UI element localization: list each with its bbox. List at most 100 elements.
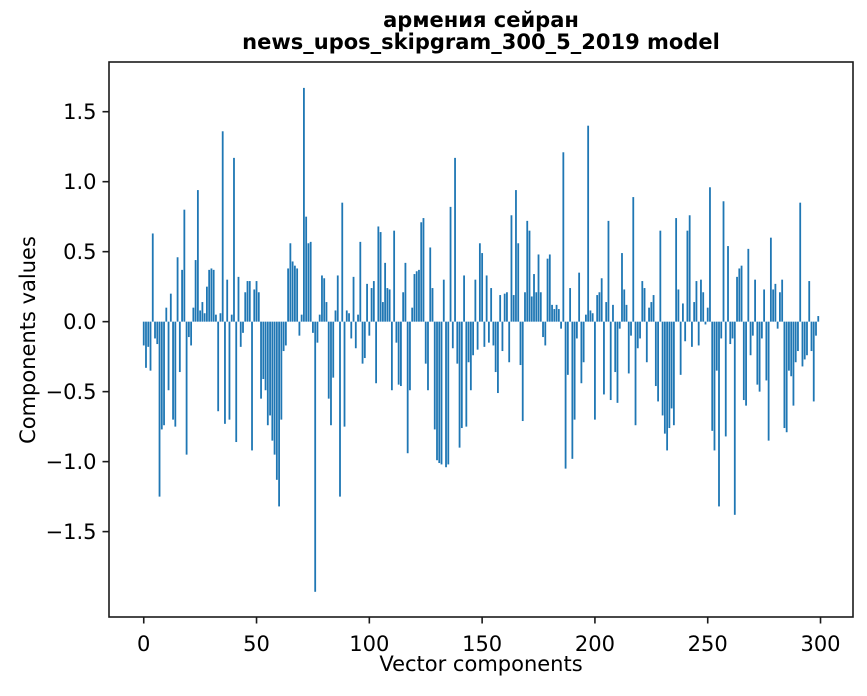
bar <box>244 292 247 322</box>
y-tick-label: −1.0 <box>46 450 97 474</box>
bar <box>557 309 560 322</box>
bar <box>181 269 183 322</box>
bar <box>715 321 718 371</box>
bar <box>487 321 490 343</box>
bar <box>711 321 714 431</box>
bar <box>194 260 197 322</box>
bar <box>411 307 414 322</box>
bar <box>343 321 346 427</box>
bar <box>257 292 260 322</box>
bar <box>575 321 578 339</box>
bar <box>228 321 231 420</box>
bar <box>318 314 321 322</box>
bar <box>366 283 368 322</box>
bar <box>402 292 405 322</box>
bar <box>546 258 549 322</box>
chart-title: армения сейран <box>383 8 579 32</box>
bar <box>594 321 596 420</box>
x-tick-label: 150 <box>462 632 502 656</box>
bar <box>659 230 662 322</box>
chart-title-block: армения сейран news_upos_skipgram_300_5_… <box>109 9 853 53</box>
bar <box>512 295 515 322</box>
bar <box>539 292 542 322</box>
bar <box>474 279 477 322</box>
bar <box>776 321 779 329</box>
bar <box>397 321 400 385</box>
bar <box>158 321 161 497</box>
bar <box>788 321 790 371</box>
bar <box>167 321 170 391</box>
bar <box>801 321 804 367</box>
bar <box>463 275 465 322</box>
bar <box>458 321 461 448</box>
bar <box>375 321 377 384</box>
bar <box>449 206 452 322</box>
bar <box>530 296 533 322</box>
bar <box>451 321 454 349</box>
bar <box>465 321 468 427</box>
bar <box>282 321 285 352</box>
x-tick-label: 50 <box>243 632 270 656</box>
bar <box>454 157 456 322</box>
bar <box>508 321 511 363</box>
bar <box>230 314 233 322</box>
bar <box>323 278 326 322</box>
bar <box>564 321 567 469</box>
bar <box>248 281 251 322</box>
bar <box>675 218 678 322</box>
bar <box>327 321 330 399</box>
bar <box>312 321 314 333</box>
bar <box>767 321 770 441</box>
bar <box>165 307 168 322</box>
bar <box>490 288 493 322</box>
bar <box>467 321 470 363</box>
bar <box>433 321 436 430</box>
bar <box>713 321 716 451</box>
bar <box>733 321 736 515</box>
bar <box>325 302 328 322</box>
bar <box>792 321 795 406</box>
bar <box>413 274 416 322</box>
bar <box>555 304 558 322</box>
bar <box>797 321 799 352</box>
bar <box>706 307 709 322</box>
bar <box>591 313 594 322</box>
bar <box>521 321 524 422</box>
y-tick-label: −0.5 <box>46 380 97 404</box>
axes-border <box>108 61 854 618</box>
bar <box>623 289 626 322</box>
bar <box>246 281 249 322</box>
bar <box>533 274 535 322</box>
bar <box>447 321 450 465</box>
bar <box>149 321 152 371</box>
bar <box>183 209 186 322</box>
bar <box>747 248 750 322</box>
bar <box>621 253 623 322</box>
bar <box>704 321 707 325</box>
bar <box>476 321 479 350</box>
bar <box>580 321 583 384</box>
bar <box>178 321 181 373</box>
bar <box>499 295 502 322</box>
bar <box>569 288 572 322</box>
bar <box>738 268 741 322</box>
bar <box>718 321 720 507</box>
bar <box>357 314 359 322</box>
bar <box>284 321 287 346</box>
bar <box>296 268 299 322</box>
bar <box>456 321 459 364</box>
bar <box>239 321 242 347</box>
bar <box>803 321 806 360</box>
bar <box>492 321 495 346</box>
bar <box>298 321 301 336</box>
bar <box>724 321 727 437</box>
bar <box>645 321 648 363</box>
bar <box>438 321 441 464</box>
bar <box>657 321 659 402</box>
bar <box>517 243 520 322</box>
bar <box>210 268 213 322</box>
bar <box>352 276 355 322</box>
bar <box>697 321 700 346</box>
bar <box>415 271 418 322</box>
